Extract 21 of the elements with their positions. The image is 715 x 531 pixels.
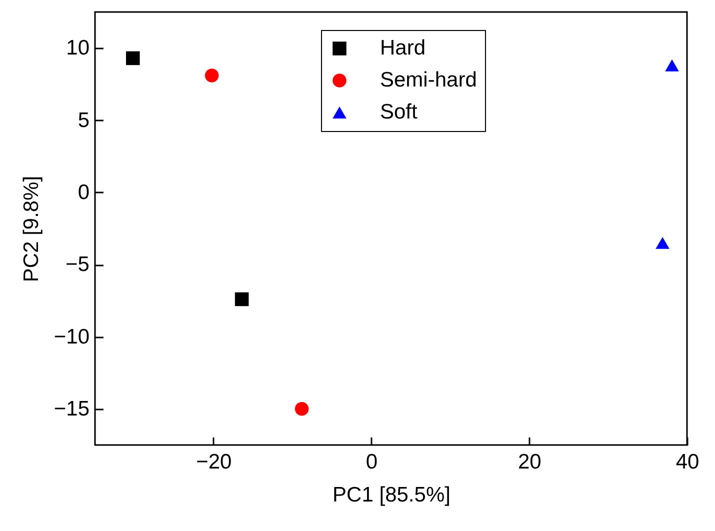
y-axis-title: PC2 [9.8%] xyxy=(20,176,43,282)
x-tick-label: 20 xyxy=(518,450,542,474)
x-tick-label: −20 xyxy=(196,450,232,474)
point xyxy=(204,68,219,82)
legend-label: Soft xyxy=(380,100,418,124)
legend-label: Hard xyxy=(380,36,426,60)
x-tick-label: 0 xyxy=(366,450,378,474)
y-tick-label: 0 xyxy=(78,180,90,204)
point xyxy=(234,292,249,306)
point xyxy=(656,236,670,249)
y-tick-label: 10 xyxy=(66,36,90,60)
point xyxy=(294,402,309,416)
point xyxy=(665,59,679,72)
x-tick-label: 40 xyxy=(676,450,700,474)
y-tick-label: −15 xyxy=(54,397,90,420)
y-tick-label: −10 xyxy=(54,325,90,348)
x-axis-title: PC1 [85.5%] xyxy=(332,484,450,506)
y-tick-label: 5 xyxy=(78,108,90,132)
legend-label: Semi-hard xyxy=(380,68,477,92)
point xyxy=(126,51,140,66)
y-tick-label: −5 xyxy=(66,253,90,276)
